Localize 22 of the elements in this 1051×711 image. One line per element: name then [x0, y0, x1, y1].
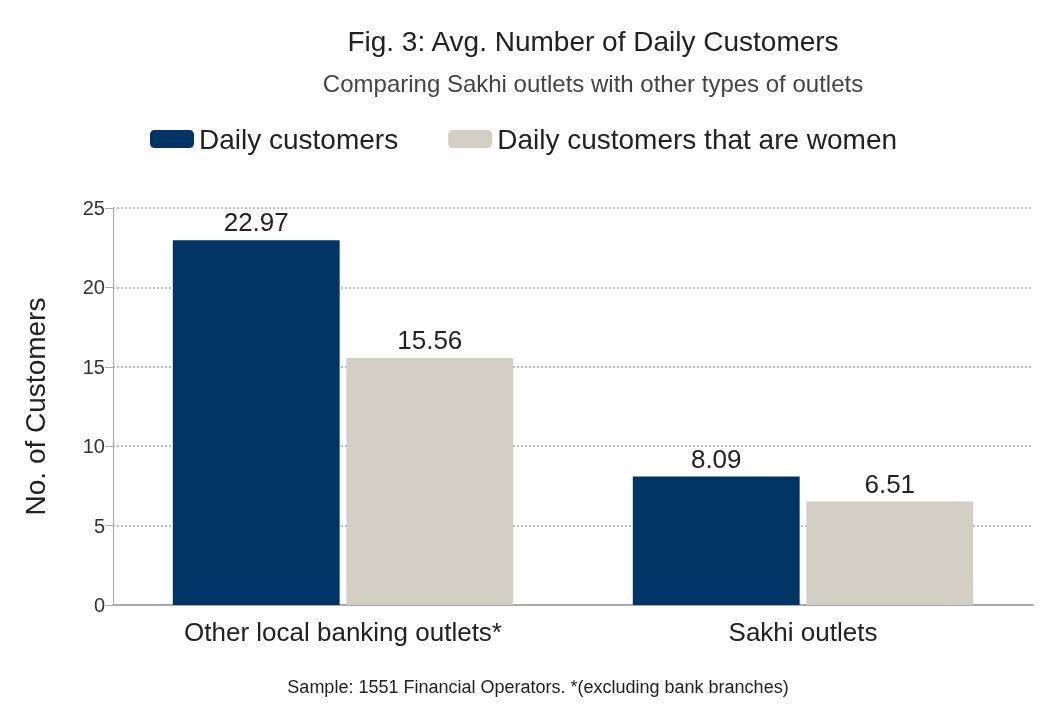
data-label: 6.51 [864, 468, 916, 499]
y-tick-label: 5 [93, 514, 105, 537]
y-tick-label: 0 [93, 594, 105, 616]
legend-label: Daily customers that are women [497, 123, 898, 155]
text: Sample: 1551 Financial Operators. *(excluding bank branches) [287, 677, 789, 697]
chart-subtitle: Comparing Sakhi outlets with other types of outlets [322, 69, 864, 97]
y-tick-label: 15 [82, 355, 105, 378]
bar [172, 240, 340, 605]
bar [346, 357, 514, 605]
data-label: 15.56 [397, 324, 463, 355]
bar [806, 501, 974, 605]
y-tick-label: 10 [82, 435, 105, 458]
data-label: 22.97 [223, 207, 289, 238]
legend-label: Daily customers [199, 123, 399, 155]
y-tick-label: 25 [82, 197, 105, 219]
y-axis-title: No. of Customers [19, 297, 51, 516]
data-label: 8.09 [690, 443, 742, 474]
y-tick-label: 20 [82, 276, 105, 299]
bar [632, 476, 800, 605]
x-tick-label: Sakhi outlets [728, 617, 878, 647]
x-tick-label: Other local banking outlets* [184, 617, 502, 647]
chart-title: Fig. 3: Avg. Number of Daily Customers [347, 25, 839, 57]
